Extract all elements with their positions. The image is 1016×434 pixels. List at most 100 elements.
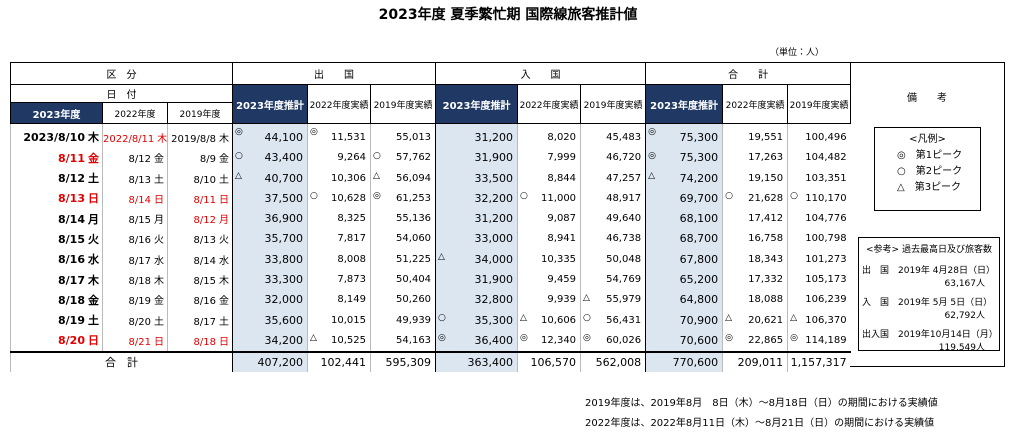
value-cell: 33,300 [232,269,308,290]
value-cell: 17,412 [722,208,788,229]
weekday: 木 [88,273,99,287]
weekday: 水 [219,255,230,267]
value: 407,200 [257,355,304,369]
value: 100,798 [805,233,847,245]
weekday: 木 [157,133,168,145]
date-cell: 8/11 日 [166,188,233,209]
weekday: 土 [219,316,230,328]
peak-mark: ◎ [725,333,733,344]
weekday: 金 [154,296,164,308]
peak-mark: ◎ [310,127,318,138]
value: 50,048 [606,253,642,265]
header-cell: 出 国 [232,62,437,85]
date-cell: 2023/8/10 木 [10,123,103,148]
date-cell: 8/12 月 [166,208,233,229]
peak-mark: ◎ [235,127,243,138]
reference-value: 62,792人 [944,311,986,321]
value-cell: 7,817 [307,228,371,250]
weekday: 水 [154,255,164,267]
legend-item: ◎ 第1ピーク [897,150,963,161]
value: 106,239 [805,294,847,306]
value-cell: 46,720 [580,147,646,168]
value-cell: 33,800 [232,249,308,270]
weekday: 日 [154,194,164,206]
table-row: 8/19 土 8/20 土 8/17 土 35,600 10,015 49,939 ○ 35,300… [10,309,851,331]
value-cell: 37,500 [232,188,308,209]
value: 104,482 [805,152,847,164]
date-cell: 8/21 日 [102,330,168,352]
value: 10,606 [541,314,577,326]
value: 10,306 [331,172,367,184]
date-cell: 8/12 土 [10,167,103,189]
value-cell: 69,700 [645,188,723,209]
total-label: 合 計 [9,350,233,372]
value-cell: 7,873 [307,269,371,290]
value-cell: ◎ 22,865 [722,330,788,352]
weekday: 日 [219,194,230,206]
value: 68,100 [679,212,719,226]
value-cell: 31,200 [435,123,518,148]
date: 8/18 [128,276,151,288]
header-cell: 2023年度推計 [645,83,724,125]
weekday: 金 [154,154,164,166]
date: 8/13 [128,174,151,186]
value-cell: 106,570 [517,350,581,372]
value-cell: 31,900 [435,269,518,290]
date-cell: 8/16 火 [102,228,168,250]
value: 770,600 [672,355,719,369]
weekday: 月 [88,212,99,226]
weekday: 木 [219,276,230,288]
peak-mark: ○ [235,150,243,161]
value-cell: ◎ 12,340 [517,330,581,352]
peak-mark: ○ [790,191,798,202]
value: 101,273 [805,253,847,265]
date-cell: 8/15 月 [102,208,168,229]
value-cell: △ 34,000 [435,249,518,270]
value: 69,700 [679,191,719,205]
header-cell: 2023年度推計 [435,83,519,125]
value: 35,600 [264,313,304,327]
value: 50,260 [396,294,432,306]
date: 8/11 [193,194,217,206]
value-cell: 34,200 [232,330,308,352]
value-cell: 8,844 [517,167,581,189]
value-cell: 209,011 [722,350,788,372]
date: 8/17 [193,316,217,328]
date-cell: 8/10 土 [166,167,233,189]
value: 7,873 [337,274,367,286]
value-cell: 36,900 [232,208,308,229]
value-cell: 19,150 [722,167,788,189]
value-cell: 9,459 [517,269,581,290]
value-cell: 67,800 [645,249,723,270]
value-cell: 8,149 [307,289,371,310]
value: 19,150 [748,172,784,184]
value: 54,769 [606,274,642,286]
date: 8/18 [193,336,217,348]
value-cell: 9,087 [517,208,581,229]
peak-mark: ○ [725,191,733,202]
date: 8/15 [193,276,217,288]
legend-item: △ 第3ピーク [897,182,962,193]
value: 8,325 [337,213,367,225]
value: 21,628 [748,192,784,204]
value-cell: ○ 10,628 [307,188,371,209]
value: 19,551 [748,131,784,143]
value-cell: 770,600 [645,350,723,372]
weekday: 日 [88,334,99,348]
peak-mark: ◎ [648,150,656,161]
value-cell: 1,157,317 [787,350,851,372]
legend-title: <凡例> [909,134,946,145]
value: 48,917 [606,192,642,204]
weekday: 日 [154,336,164,348]
value-cell: ○ 35,300 [435,309,518,331]
value-cell: 68,700 [645,228,723,250]
weekday: 火 [88,232,99,246]
value: 12,340 [541,334,577,346]
peak-mark: ◎ [373,191,381,202]
weekday: 火 [154,235,164,247]
peak-mark: △ [520,312,527,323]
value: 55,979 [606,294,642,306]
value: 100,496 [805,131,847,143]
value-cell: △ 56,094 [370,167,436,189]
value-cell: 104,776 [787,208,851,229]
